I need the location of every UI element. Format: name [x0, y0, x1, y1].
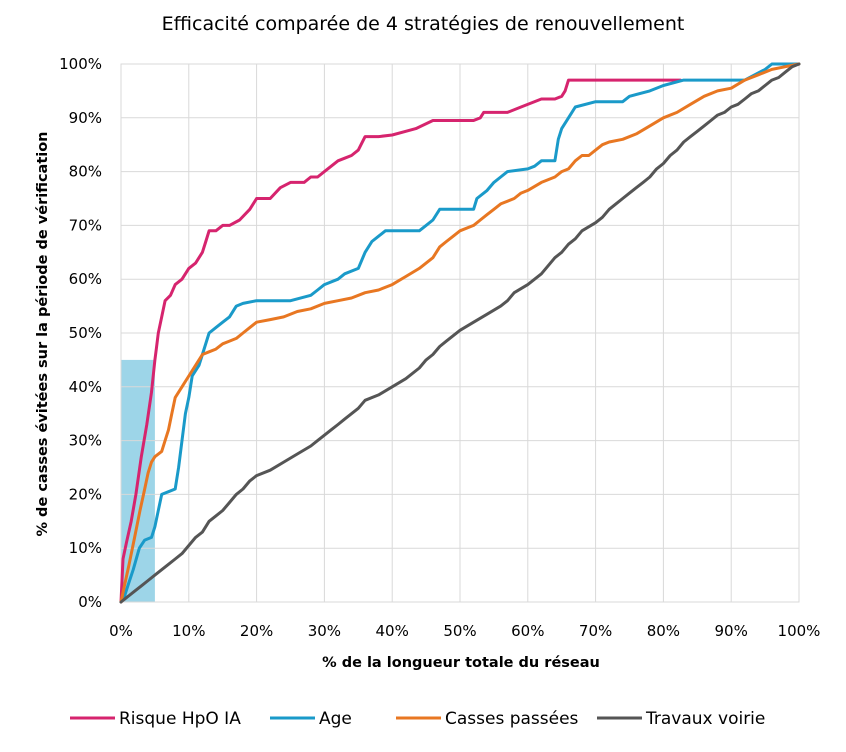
x-tick-label: 80% [647, 622, 680, 640]
grid-lines [120, 63, 800, 603]
y-tick-label: 0% [78, 593, 102, 611]
y-tick-label: 60% [69, 270, 102, 288]
legend-label: Travaux voirie [645, 709, 765, 729]
y-tick-label: 80% [69, 163, 102, 181]
x-tick-label: 90% [715, 622, 748, 640]
y-tick-label: 20% [69, 485, 102, 503]
legend-label: Risque HpO IA [119, 709, 241, 729]
legend-label: Age [319, 709, 352, 729]
y-axis-label: % de casses évitées sur la période de vé… [35, 131, 51, 536]
plot-area-border [120, 63, 800, 603]
series-line-age [119, 62, 801, 604]
x-tick-label: 60% [511, 622, 544, 640]
y-tick-label: 90% [69, 109, 102, 127]
y-tick-label: 100% [59, 55, 102, 73]
x-axis-tick-labels: 0% 10% 20% 30% 40% 50% 60% 70% 80% 90% 100% [109, 622, 820, 640]
chart-title: Efficacité comparée de 4 stratégies de r… [162, 13, 685, 35]
y-tick-label: 40% [69, 378, 102, 396]
x-axis-label: % de la longueur totale du réseau [322, 655, 600, 671]
y-tick-label: 70% [69, 216, 102, 234]
legend-label: Casses passées [445, 709, 579, 729]
x-tick-label: 40% [376, 622, 409, 640]
x-tick-label: 100% [778, 622, 821, 640]
series-line-casses-pass-es [119, 62, 801, 604]
y-axis-tick-labels: 0% 10% 20% 30% 40% 50% 60% 70% 80% 90% 100% [59, 55, 102, 611]
y-tick-label: 50% [69, 324, 102, 342]
series-lines [119, 62, 801, 604]
series-line-travaux-voirie [119, 62, 801, 604]
x-tick-label: 10% [172, 622, 205, 640]
x-tick-label: 20% [240, 622, 273, 640]
x-tick-label: 0% [109, 622, 133, 640]
y-tick-label: 30% [69, 432, 102, 450]
series-line-risque-hpo-ia [119, 78, 682, 604]
x-tick-label: 50% [443, 622, 476, 640]
legend: Risque HpO IA Age Casses passées Travaux vo… [70, 709, 765, 729]
x-tick-label: 30% [308, 622, 341, 640]
y-tick-label: 10% [69, 539, 102, 557]
x-tick-label: 70% [579, 622, 612, 640]
